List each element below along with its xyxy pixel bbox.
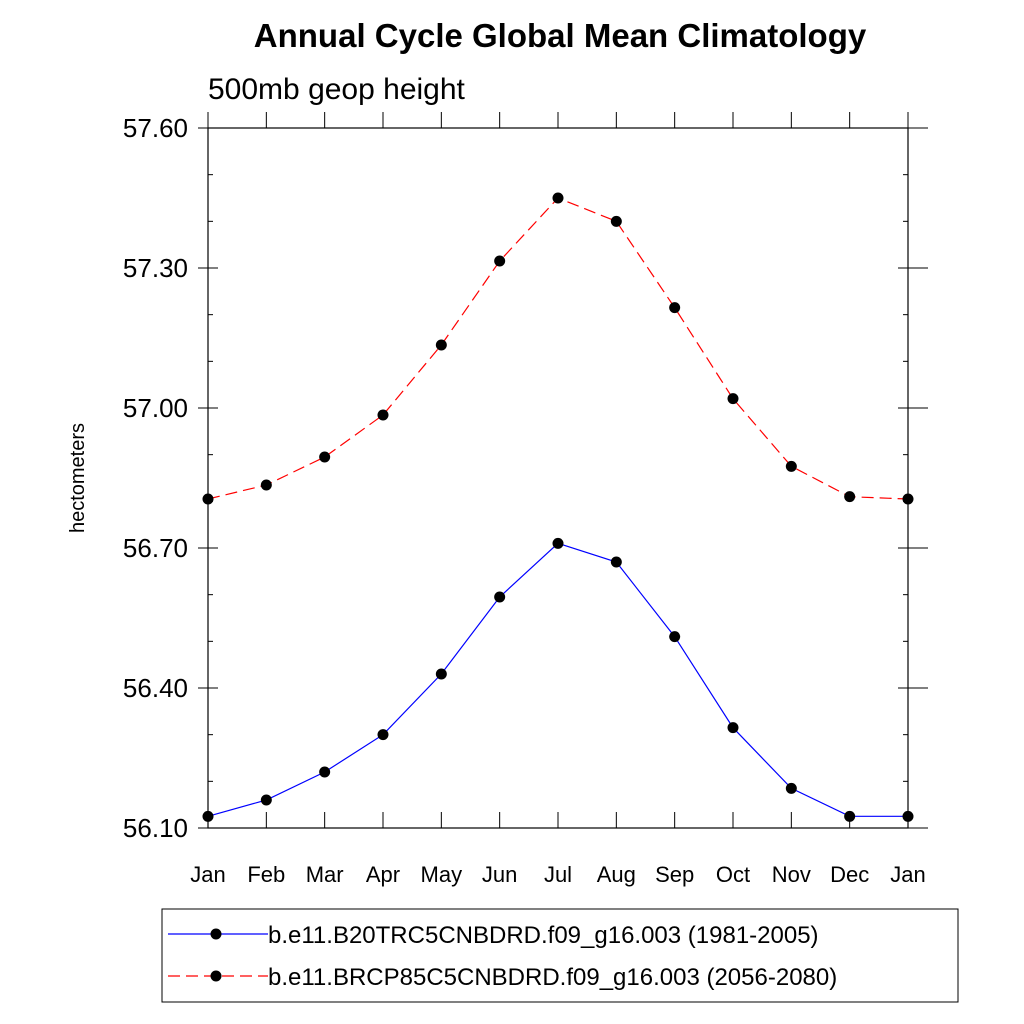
series-1-point bbox=[844, 491, 856, 503]
legend-box bbox=[161, 908, 959, 1003]
series-0-point bbox=[494, 591, 506, 603]
series-1-point bbox=[319, 451, 331, 463]
y-axis-ticks: 56.10 56.40 56.70 57.00 57.30 57.60 bbox=[123, 113, 928, 843]
x-tick-label: Jan bbox=[190, 862, 225, 887]
series-1-point bbox=[377, 409, 389, 421]
x-tick-label: Mar bbox=[306, 862, 344, 887]
series-0-point bbox=[552, 537, 564, 549]
series-1-point bbox=[727, 393, 739, 405]
legend-label-0: b.e11.B20TRC5CNBDRD.f09_g16.003 (1981-20… bbox=[268, 922, 819, 949]
x-axis-ticks: Jan Feb Mar Apr May Jun Jul Aug Sep Oct Nov Dec Jan bbox=[190, 112, 926, 887]
y-tick-label: 56.10 bbox=[123, 813, 188, 843]
series-0-point bbox=[844, 810, 856, 822]
x-tick-label: Oct bbox=[716, 862, 750, 887]
legend-marker-0 bbox=[210, 928, 222, 940]
x-tick-label: Aug bbox=[597, 862, 636, 887]
x-tick-label: Jan bbox=[890, 862, 925, 887]
chart-title: Annual Cycle Global Mean Climatology bbox=[254, 17, 867, 54]
y-tick-label: 57.60 bbox=[123, 113, 188, 143]
series-1-line bbox=[207, 197, 909, 500]
series-0-point bbox=[669, 631, 681, 643]
series-0-point bbox=[377, 729, 389, 741]
series-1-point bbox=[902, 493, 914, 505]
y-tick-label: 57.00 bbox=[123, 393, 188, 423]
x-tick-label: Nov bbox=[772, 862, 811, 887]
series-1-point bbox=[202, 493, 214, 505]
x-tick-label: Sep bbox=[655, 862, 694, 887]
series-layer bbox=[202, 192, 914, 822]
series-0-point bbox=[902, 810, 914, 822]
series-1-point bbox=[435, 339, 447, 351]
series-1-point bbox=[260, 479, 272, 491]
series-0-point bbox=[610, 556, 622, 568]
x-tick-label: May bbox=[421, 862, 463, 887]
series-0-point bbox=[260, 794, 272, 806]
series-0-point bbox=[319, 766, 331, 778]
series-1-point bbox=[785, 460, 797, 472]
y-tick-label: 57.30 bbox=[123, 253, 188, 283]
y-tick-label: 56.40 bbox=[123, 673, 188, 703]
series-0-point bbox=[785, 782, 797, 794]
legend-marker-1 bbox=[210, 970, 222, 982]
x-tick-label: Jun bbox=[482, 862, 517, 887]
series-0-point bbox=[727, 722, 739, 734]
series-1-point bbox=[494, 255, 506, 267]
chart-subtitle: 500mb geop height bbox=[208, 73, 466, 106]
legend: b.e11.B20TRC5CNBDRD.f09_g16.003 (1981-20… bbox=[168, 922, 837, 991]
series-1-point bbox=[552, 192, 564, 204]
x-tick-label: Apr bbox=[366, 862, 400, 887]
series-0-point bbox=[435, 668, 447, 680]
x-tick-label: Feb bbox=[247, 862, 285, 887]
series-1-point bbox=[610, 215, 622, 227]
legend-label-1: b.e11.BRCP85C5CNBDRD.f09_g16.003 (2056-2… bbox=[268, 964, 837, 991]
y-tick-label: 56.70 bbox=[123, 533, 188, 563]
x-tick-label: Dec bbox=[830, 862, 869, 887]
x-tick-label: Jul bbox=[544, 862, 572, 887]
series-1-point bbox=[669, 302, 681, 314]
y-axis-label: hectometers bbox=[67, 423, 89, 533]
plot-frame bbox=[207, 127, 909, 829]
series-0-line bbox=[207, 542, 908, 817]
series-0-point bbox=[202, 810, 214, 822]
